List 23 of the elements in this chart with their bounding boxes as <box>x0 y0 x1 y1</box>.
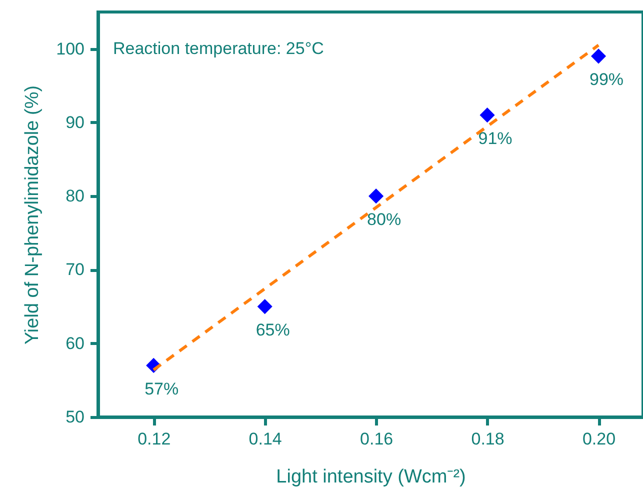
point <box>368 188 384 204</box>
y-tick-label: 60 <box>66 334 84 353</box>
data-label: 80% <box>367 210 402 230</box>
y-tick-label: 100 <box>56 39 84 58</box>
x-tick-label: 0.16 <box>360 430 394 448</box>
point <box>480 108 494 122</box>
y-tick-label: 50 <box>66 408 84 426</box>
y-axis-title: Yield of N-phenylimidazole (%) <box>22 85 44 345</box>
x-tick-label: 0.20 <box>582 430 616 448</box>
y-tick-label: 90 <box>66 112 84 132</box>
point <box>258 299 272 314</box>
data-label: 99% <box>589 70 624 90</box>
annotation: Reaction temperature: 25°C <box>113 39 324 58</box>
data-label: 91% <box>478 129 512 148</box>
y-tick-label: 80 <box>66 186 84 206</box>
y-tick-label: 70 <box>66 260 84 280</box>
x-axis-title: Light intensity (Wcm⁻²) <box>276 466 466 488</box>
data-label: 65% <box>256 320 290 340</box>
point <box>591 49 606 64</box>
x-tick-label: 0.12 <box>138 430 171 448</box>
data-label: 57% <box>144 379 179 398</box>
x-tick-label: 0.18 <box>471 430 504 448</box>
x-tick-label: 0.14 <box>248 430 282 448</box>
